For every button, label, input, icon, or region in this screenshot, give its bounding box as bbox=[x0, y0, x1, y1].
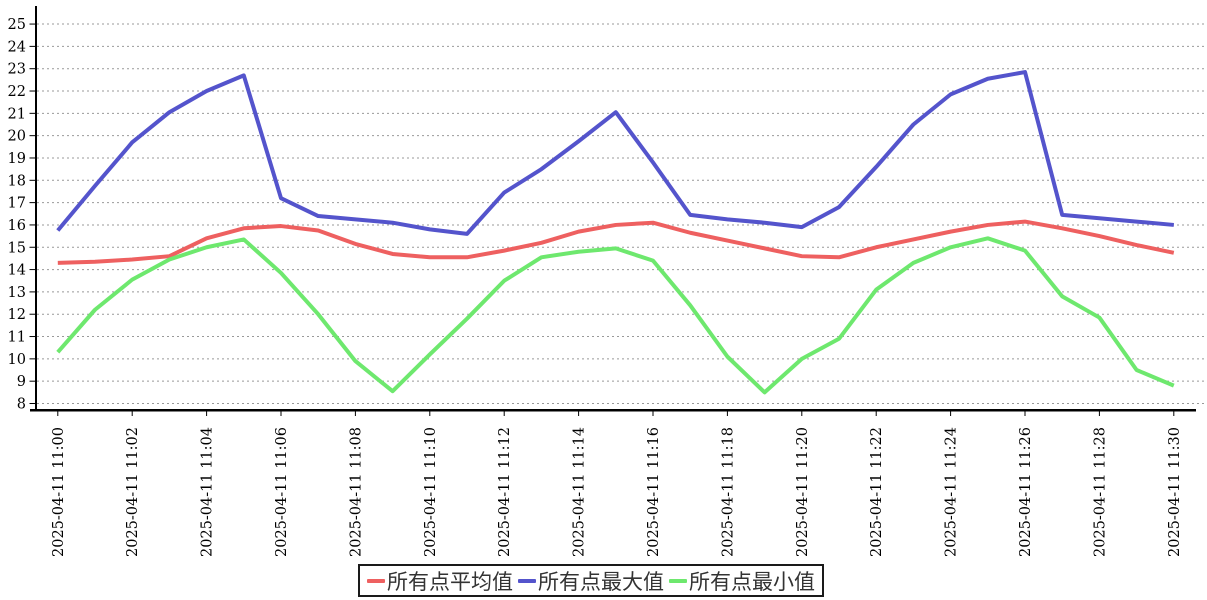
average-series-line bbox=[57, 219, 1175, 265]
x-tick-label: 2025-04-11 11:10 bbox=[423, 427, 439, 557]
y-tick-label: 25 bbox=[8, 17, 26, 33]
x-tick-label: 2025-04-11 11:20 bbox=[795, 427, 811, 557]
min-series-swatch bbox=[669, 578, 687, 583]
x-tick-label: 2025-04-11 11:24 bbox=[944, 427, 960, 557]
chart-legend: 所有点平均值 所有点最大值 所有点最小值 bbox=[358, 564, 824, 597]
x-tick-label: 2025-04-11 11:08 bbox=[348, 427, 364, 557]
y-tick-label: 20 bbox=[8, 129, 26, 145]
x-tick-label: 2025-04-11 11:22 bbox=[869, 427, 885, 557]
y-tick-label: 16 bbox=[8, 218, 26, 234]
legend-label-min: 所有点最小值 bbox=[689, 569, 815, 594]
y-tick-label: 13 bbox=[8, 285, 26, 301]
y-tick-label: 23 bbox=[8, 62, 26, 78]
x-tick-label: 2025-04-11 11:26 bbox=[1018, 427, 1034, 557]
y-tick-label: 22 bbox=[8, 84, 26, 100]
y-tick-label: 9 bbox=[17, 374, 26, 390]
y-tick-label: 24 bbox=[8, 39, 26, 55]
y-tick-label: 10 bbox=[8, 352, 26, 368]
x-tick-label: 2025-04-11 11:06 bbox=[274, 427, 290, 557]
x-tick-label: 2025-04-11 11:02 bbox=[125, 427, 141, 557]
y-tick-label: 11 bbox=[8, 330, 26, 346]
x-axis-labels: 2025-04-11 11:00 2025-04-11 11:02 2025-04-… bbox=[51, 427, 1183, 557]
min-series-line bbox=[56, 236, 1175, 395]
y-axis-labels: 25 24 23 22 21 20 19 18 17 16 15 14 13 12 11 10 9 8 bbox=[8, 17, 26, 412]
max-series-line bbox=[56, 70, 1174, 236]
legend-item-min: 所有点最小值 bbox=[664, 566, 815, 596]
legend-item-average: 所有点平均值 bbox=[367, 566, 513, 596]
legend-label-average: 所有点平均值 bbox=[387, 569, 513, 594]
y-tick-label: 12 bbox=[8, 307, 26, 323]
y-axis-ticks bbox=[29, 23, 36, 404]
x-tick-label: 2025-04-11 11:12 bbox=[497, 427, 513, 557]
x-tick-label: 2025-04-11 11:16 bbox=[646, 427, 662, 557]
legend-item-max: 所有点最大值 bbox=[513, 566, 664, 596]
x-tick-label: 2025-04-11 11:30 bbox=[1167, 427, 1183, 557]
legend-label-max: 所有点最大值 bbox=[538, 569, 664, 594]
y-tick-label: 14 bbox=[8, 263, 26, 279]
x-tick-label: 2025-04-11 11:18 bbox=[720, 427, 736, 557]
max-series-swatch bbox=[518, 578, 536, 583]
y-tick-label: 8 bbox=[17, 397, 26, 413]
x-tick-label: 2025-04-11 11:04 bbox=[200, 427, 216, 557]
average-series-swatch bbox=[367, 578, 385, 583]
y-tick-label: 18 bbox=[8, 173, 26, 189]
y-tick-label: 15 bbox=[8, 240, 26, 256]
gridlines bbox=[37, 23, 1207, 404]
y-tick-label: 19 bbox=[8, 151, 26, 167]
y-tick-label: 21 bbox=[8, 106, 26, 122]
x-tick-label: 2025-04-11 11:28 bbox=[1092, 427, 1108, 557]
x-tick-label: 2025-04-11 11:14 bbox=[572, 427, 588, 557]
y-tick-label: 17 bbox=[8, 196, 26, 212]
x-tick-label: 2025-04-11 11:00 bbox=[51, 427, 67, 557]
